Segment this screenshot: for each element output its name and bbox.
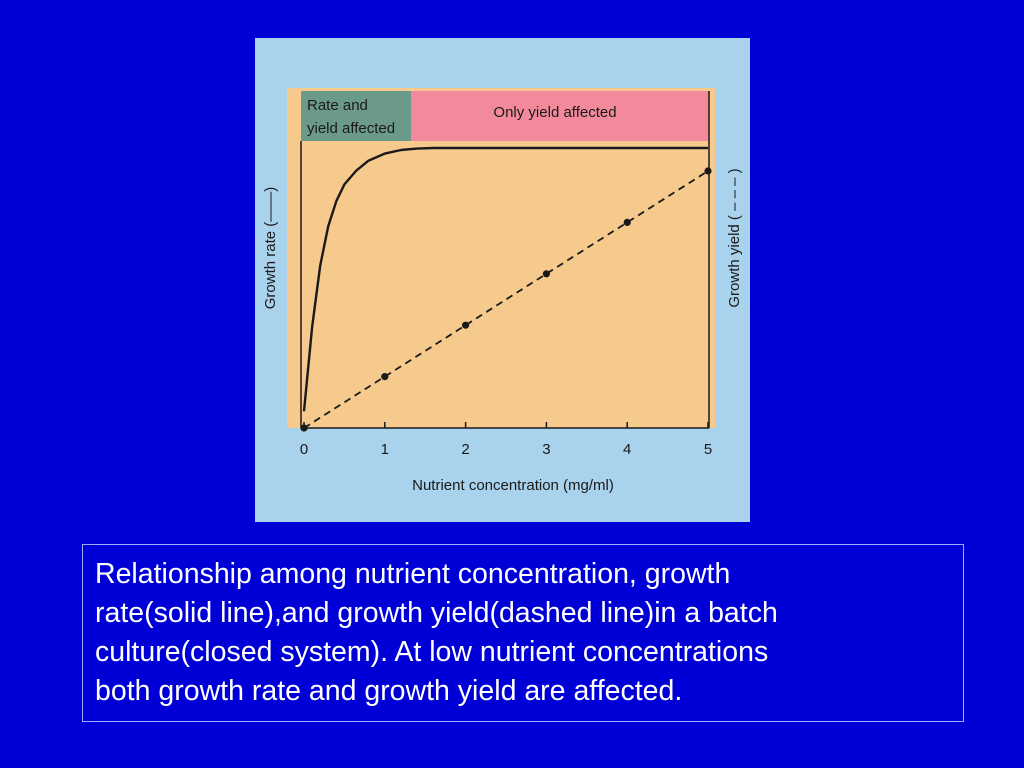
growth-yield-dashed-line [303, 170, 709, 429]
region-rate-and-yield-affected [301, 91, 411, 141]
x-tick-label: 1 [381, 441, 389, 458]
x-tick-label: 0 [300, 441, 308, 458]
growth-yield-point [704, 167, 712, 175]
figure-panel: Rate and yield affected Only yield affec… [255, 38, 750, 522]
caption-line-3: culture(closed system). At low nutrient … [95, 636, 769, 668]
y-axis-left-label: Growth rate (——) [262, 187, 279, 310]
caption-box: Relationship among nutrient concentratio… [82, 544, 964, 722]
plot-area [287, 88, 715, 428]
caption-line-1: Relationship among nutrient concentratio… [95, 558, 731, 590]
region-rate-and-yield-label: Rate and yield affected [307, 97, 395, 137]
region-rate-and-yield-line-1: Rate and [307, 97, 368, 114]
growth-yield-point [623, 218, 631, 226]
x-axis-ticks: 0 1 2 3 4 5 [300, 422, 712, 458]
x-tick-label: 3 [542, 441, 550, 458]
caption-line-2: rate(solid line),and growth yield(dashed… [95, 597, 778, 629]
region-only-yield-affected [411, 91, 709, 141]
x-axis-label: Nutrient concentration (mg/ml) [412, 477, 614, 494]
caption-line-4: both growth rate and growth yield are af… [95, 675, 683, 707]
series-layer [300, 146, 712, 432]
region-rate-and-yield-line-2: yield affected [307, 120, 395, 137]
growth-yield-point [462, 321, 470, 329]
x-tick-label: 5 [704, 441, 712, 458]
growth-chart: Rate and yield affected Only yield affec… [262, 88, 743, 494]
growth-rate-solid-line [302, 146, 708, 412]
x-tick-label: 2 [461, 441, 469, 458]
region-only-yield-label: Only yield affected [493, 104, 616, 121]
growth-yield-point [542, 270, 550, 278]
caption-text: Relationship among nutrient concentratio… [95, 555, 955, 711]
growth-yield-point [300, 424, 308, 432]
growth-yield-point [381, 373, 389, 381]
x-tick-label: 4 [623, 441, 631, 458]
y-axis-right-label: Growth yield ( – – – ) [726, 168, 743, 307]
